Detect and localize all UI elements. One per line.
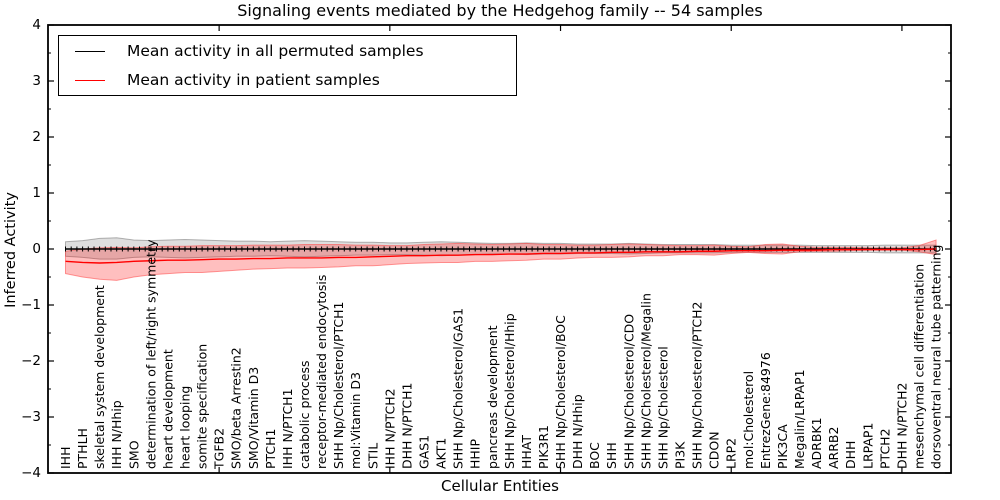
x-tick-label: HHAT <box>519 435 534 469</box>
x-tick-label: DHH N/PTCH1 <box>399 383 414 469</box>
x-tick-label: PTCH1 <box>263 428 278 469</box>
x-tick-label: SHH Np/Cholesterol <box>655 346 670 469</box>
legend-line-permuted-icon <box>75 50 105 52</box>
x-axis-label: Cellular Entities <box>441 477 559 495</box>
legend-item-permuted: Mean activity in all permuted samples <box>59 37 516 65</box>
y-tick-label: 4 <box>32 17 41 33</box>
x-tick-label: dorsoventral neural tube patterning <box>929 244 944 469</box>
x-tick-label: mesenchymal cell differentiation <box>912 264 927 469</box>
x-tick-label: AKT1 <box>434 438 449 469</box>
x-tick-label: SHH Np/Cholesterol/Megalin <box>638 293 653 469</box>
y-tick-label: 1 <box>32 185 41 201</box>
x-tick-label: IHH N/PTCH2 <box>382 388 397 469</box>
x-tick-label: pancreas development <box>485 325 500 469</box>
y-tick-label: −1 <box>21 297 41 313</box>
legend: Mean activity in all permuted samples Me… <box>58 35 517 96</box>
x-tick-label: PI3K <box>673 441 688 469</box>
x-tick-label: PIK3CA <box>775 424 790 469</box>
chart-title: Signaling events mediated by the Hedgeho… <box>237 1 763 20</box>
x-tick-label: DHH <box>843 441 858 469</box>
y-tick-label: −2 <box>21 353 41 369</box>
x-tick-label: LRPAP1 <box>860 423 875 469</box>
x-tick-label: mol:Vitamin D3 <box>348 372 363 469</box>
legend-label-patient: Mean activity in patient samples <box>127 71 380 89</box>
x-tick-label: somite specification <box>195 344 210 469</box>
x-tick-label: PIK3R1 <box>536 425 551 469</box>
x-tick-label: SHH Np/Cholesterol/GAS1 <box>451 308 466 469</box>
x-tick-label: GAS1 <box>416 435 431 469</box>
x-tick-label: SHH Np/Cholesterol/CDO <box>621 314 636 469</box>
x-tick-label: ARRB2 <box>826 427 841 469</box>
x-tick-label: CDON <box>707 431 722 469</box>
x-tick-label: SHH Np/Cholesterol/Hhip <box>502 313 517 469</box>
x-tick-label: catabolic process <box>297 360 312 469</box>
y-tick-label: −3 <box>21 409 41 425</box>
legend-line-patient-icon <box>75 79 105 81</box>
x-tick-label: HHIP <box>468 439 483 469</box>
x-tick-label: EntrezGene:84976 <box>758 352 773 469</box>
legend-label-permuted: Mean activity in all permuted samples <box>127 42 424 60</box>
y-tick-label: 2 <box>32 129 41 145</box>
y-tick-label: −4 <box>21 465 41 481</box>
x-tick-label: STIL <box>365 443 380 469</box>
x-tick-label: PTHLH <box>75 428 90 469</box>
x-tick-label: DHH N/PTCH2 <box>894 383 909 469</box>
x-tick-label: ADRBK1 <box>809 417 824 469</box>
x-tick-label: SMO <box>126 440 141 469</box>
x-tick-label: PTCH2 <box>877 428 892 469</box>
x-tick-label: SHH Np/Cholesterol/PTCH1 <box>331 302 346 470</box>
x-tick-label: skeletal system development <box>92 285 107 469</box>
x-tick-label: TGFB2 <box>212 428 227 470</box>
x-tick-label: heart development <box>160 349 175 469</box>
x-tick-label: DHH N/Hhip <box>570 394 585 469</box>
y-axis-label: Inferred Activity <box>3 192 19 308</box>
x-tick-label: receptor-mediated endocytosis <box>314 275 329 469</box>
legend-item-patient: Mean activity in patient samples <box>59 66 516 94</box>
x-tick-label: SHH Np/Cholesterol/PTCH2 <box>690 302 705 470</box>
x-tick-label: SMO/Vitamin D3 <box>246 367 261 469</box>
y-tick-label: 3 <box>32 73 41 89</box>
x-tick-label: IHH <box>58 447 73 470</box>
x-tick-label: heart looping <box>177 386 192 469</box>
x-tick-label: SHH Np/Cholesterol/BOC <box>553 315 568 469</box>
x-tick-label: mol:Cholesterol <box>741 371 756 469</box>
x-tick-label: Megalin/LRPAP1 <box>792 369 807 469</box>
x-tick-label: IHH N/Hhip <box>109 400 124 469</box>
y-tick-label: 0 <box>32 241 41 257</box>
x-tick-label: BOC <box>587 442 602 469</box>
x-tick-label: IHH N/PTCH1 <box>280 388 295 469</box>
x-tick-label: SMO/beta Arrestin2 <box>229 347 244 469</box>
x-tick-label: LRP2 <box>724 438 739 469</box>
x-tick-label: determination of left/right symmetry <box>143 239 158 469</box>
x-tick-label: SHH <box>604 442 619 469</box>
series-line-patient <box>65 248 937 264</box>
band-patient <box>65 239 937 281</box>
